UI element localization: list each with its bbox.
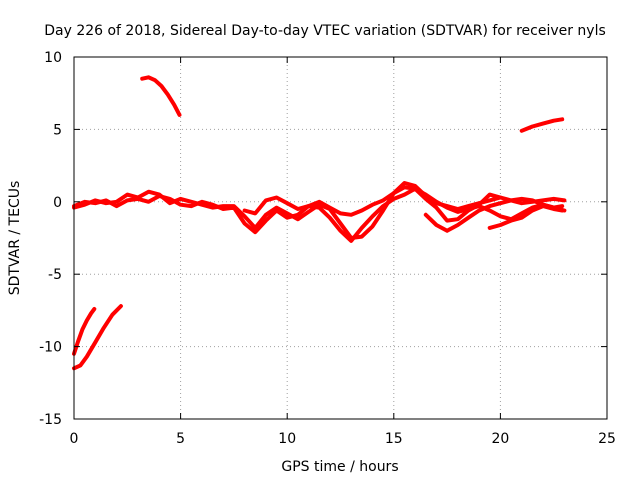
x-tick-label: 10 bbox=[278, 431, 296, 447]
y-tick-label: -5 bbox=[48, 267, 62, 283]
x-tick-label: 25 bbox=[598, 431, 616, 447]
y-tick-label: -15 bbox=[39, 412, 62, 428]
axis-ticks bbox=[73, 56, 608, 420]
x-tick-label: 20 bbox=[491, 431, 509, 447]
y-tick-label: 0 bbox=[53, 195, 62, 211]
y-tick-labels: -15 -10 -5 0 5 10 bbox=[39, 50, 62, 428]
y-axis-label: SDTVAR / TECUs bbox=[7, 181, 23, 296]
grid-lines bbox=[74, 57, 607, 419]
series-line-seg-high-1 bbox=[140, 75, 182, 117]
plot-frame bbox=[73, 56, 608, 420]
x-tick-label: 5 bbox=[176, 431, 185, 447]
series-line-seg-low-1 bbox=[72, 307, 97, 356]
series-line-track-c bbox=[242, 185, 503, 223]
series-line-seg-low-2 bbox=[72, 304, 123, 371]
series-line-track-d bbox=[423, 196, 565, 233]
x-tick-labels: 0 5 10 15 20 25 bbox=[70, 431, 616, 447]
x-tick-label: 0 bbox=[70, 431, 79, 447]
series-line-track-e bbox=[487, 204, 565, 230]
y-tick-label: 5 bbox=[53, 122, 62, 138]
x-axis-label: GPS time / hours bbox=[281, 459, 398, 475]
y-tick-label: -10 bbox=[39, 340, 62, 356]
x-tick-label: 15 bbox=[385, 431, 403, 447]
series-group bbox=[72, 75, 567, 371]
chart-title: Day 226 of 2018, Sidereal Day-to-day VTE… bbox=[44, 23, 606, 39]
series-line-seg-high-2 bbox=[519, 117, 565, 133]
y-tick-label: 10 bbox=[44, 50, 62, 66]
